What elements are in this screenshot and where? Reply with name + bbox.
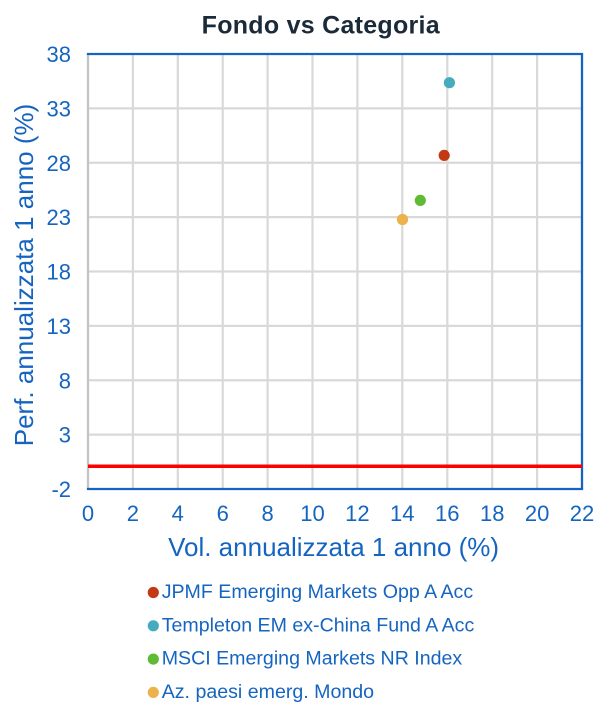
svg-text:8: 8 — [261, 501, 273, 526]
svg-text:4: 4 — [172, 501, 184, 526]
svg-text:Az. paesi emerg. Mondo: Az. paesi emerg. Mondo — [162, 681, 374, 703]
svg-text:22: 22 — [570, 501, 594, 526]
svg-text:13: 13 — [47, 314, 71, 339]
svg-text:3: 3 — [59, 423, 71, 448]
svg-text:18: 18 — [47, 260, 71, 285]
svg-text:8: 8 — [59, 368, 71, 393]
svg-text:23: 23 — [47, 205, 71, 230]
svg-text:0: 0 — [82, 501, 94, 526]
svg-text:10: 10 — [300, 501, 324, 526]
svg-text:28: 28 — [47, 151, 71, 176]
svg-text:14: 14 — [390, 501, 414, 526]
svg-text:6: 6 — [217, 501, 229, 526]
svg-text:Templeton EM ex-China Fund A A: Templeton EM ex-China Fund A Acc — [162, 614, 475, 636]
svg-text:2: 2 — [127, 501, 139, 526]
svg-text:12: 12 — [345, 501, 369, 526]
svg-text:-2: -2 — [51, 477, 71, 502]
svg-text:20: 20 — [525, 501, 549, 526]
svg-text:MSCI Emerging Markets NR Index: MSCI Emerging Markets NR Index — [162, 648, 463, 670]
svg-text:JPMF Emerging Markets Opp A Ac: JPMF Emerging Markets Opp A Acc — [162, 581, 474, 603]
svg-text:16: 16 — [435, 501, 459, 526]
svg-text:Fondo vs Categoria: Fondo vs Categoria — [202, 12, 441, 40]
svg-text:18: 18 — [480, 501, 504, 526]
svg-text:Vol. annualizzata 1 anno (%): Vol. annualizzata 1 anno (%) — [168, 532, 499, 562]
svg-text:38: 38 — [47, 42, 71, 67]
svg-text:Perf. annualizzata 1 anno (%): Perf. annualizzata 1 anno (%) — [9, 104, 39, 447]
svg-text:33: 33 — [47, 96, 71, 121]
